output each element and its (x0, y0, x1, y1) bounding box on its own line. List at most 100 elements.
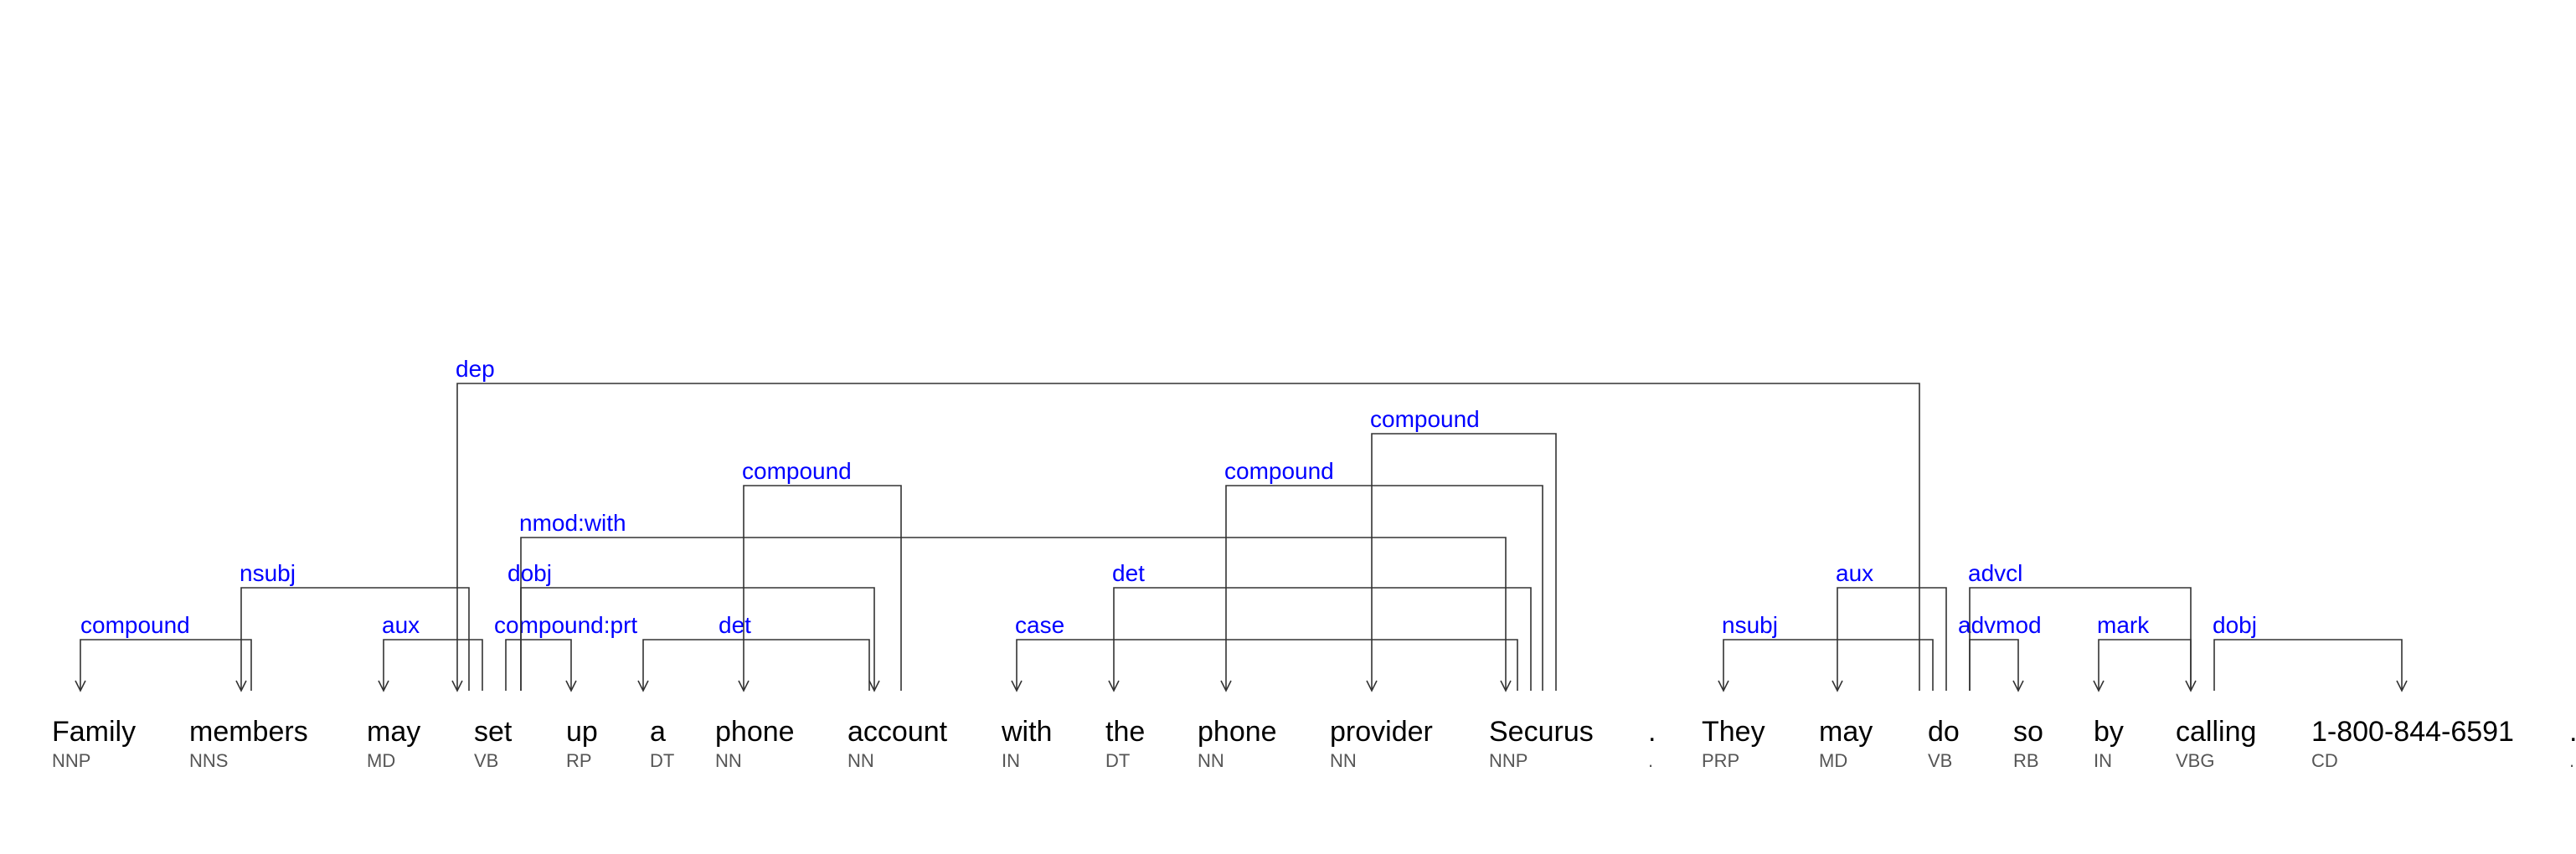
arrowhead-icon (1220, 680, 1232, 692)
arc-label: compound:prt (494, 612, 637, 638)
dependency-arc: aux (1832, 560, 1947, 692)
dependency-arc: compound (75, 612, 252, 692)
token-pos-tag: IN (2094, 750, 2112, 771)
arc-label: nmod:with (519, 510, 626, 536)
arc-line (505, 639, 572, 691)
dependency-arc: dep (451, 356, 1920, 692)
dependency-arc: advmod (1958, 612, 2042, 692)
arrowhead-icon (1500, 680, 1512, 692)
arc-label: dobj (507, 560, 552, 586)
arrowhead-icon (235, 680, 247, 692)
token-pos-tag: NN (715, 750, 742, 771)
token-pos-tag: DT (1105, 750, 1130, 771)
token-word: with (1001, 716, 1052, 748)
token-pos-tag: MD (1819, 750, 1847, 771)
token-word: up (566, 716, 598, 748)
arc-label: compound (742, 458, 852, 484)
token-pos-tag: MD (367, 750, 395, 771)
dependency-arc: compound (738, 458, 902, 692)
token-pos-tag: NNS (189, 750, 228, 771)
arc-line (1016, 639, 1518, 691)
token-pos-tag: . (2569, 750, 2574, 771)
dependency-arc: nmod:with (519, 510, 1512, 692)
token-word: Securus (1489, 716, 1594, 748)
arrowhead-icon (2093, 680, 2105, 692)
arrowhead-icon (868, 680, 880, 692)
arrowhead-icon (2396, 680, 2408, 692)
arc-label: det (719, 612, 751, 638)
dependency-arc: compound (1220, 458, 1543, 692)
arc-line (80, 639, 252, 691)
token-word: may (1819, 716, 1873, 748)
dependency-arc: mark (2093, 612, 2192, 692)
arc-label: dobj (2213, 612, 2257, 638)
arrowhead-icon (1832, 680, 1843, 692)
dependency-arc: case (1011, 612, 1518, 692)
dependency-arc: det (1108, 560, 1532, 692)
token-word: . (1648, 716, 1656, 748)
arrowhead-icon (637, 680, 649, 692)
arc-line (1371, 433, 1557, 691)
token-word: may (367, 716, 420, 748)
arrowhead-icon (1366, 680, 1378, 692)
arc-line (1969, 639, 2019, 691)
token-pos-tag: NN (1198, 750, 1224, 771)
arc-line (456, 383, 1920, 691)
token-word: do (1928, 716, 1960, 748)
arc-label: compound (1224, 458, 1334, 484)
token-pos-tag: . (1648, 750, 1653, 771)
dependency-arc: nsubj (235, 560, 470, 692)
token-word: so (2013, 716, 2043, 748)
token-pos-tag: PRP (1702, 750, 1739, 771)
token-word: phone (715, 716, 795, 748)
arc-label: det (1112, 560, 1145, 586)
arc-line (1113, 587, 1532, 691)
token-word: 1-800-844-6591 (2311, 716, 2514, 748)
arc-label: advcl (1968, 560, 2022, 586)
arc-line (2213, 639, 2403, 691)
token-word: members (189, 716, 308, 748)
arrowhead-icon (75, 680, 86, 692)
arc-label: case (1015, 612, 1064, 638)
token-word: a (650, 716, 666, 748)
arc-line (1837, 587, 1947, 691)
token-pos-tag: CD (2311, 750, 2338, 771)
arrowhead-icon (1108, 680, 1120, 692)
arc-line (1723, 639, 1934, 691)
token-word: They (1702, 716, 1765, 748)
dependency-arcs: compound nsubj aux compound:prt det compound d… (75, 356, 2408, 692)
dependency-arc: det (637, 612, 870, 692)
token-row: FamilyNNPmembersNNSmayMDsetVBupRPaDTphon… (52, 716, 2576, 771)
token-pos-tag: NNP (1489, 750, 1528, 771)
token-word: calling (2176, 716, 2256, 748)
dependency-arc: compound (1366, 406, 1557, 692)
token-word: provider (1330, 716, 1433, 748)
arrowhead-icon (2012, 680, 2024, 692)
arc-line (383, 639, 483, 691)
arc-label: mark (2097, 612, 2150, 638)
arc-line (2098, 639, 2192, 691)
arrowhead-icon (378, 680, 389, 692)
arc-label: dep (456, 356, 495, 382)
arrowhead-icon (451, 680, 463, 692)
token-pos-tag: IN (1002, 750, 1020, 771)
token-pos-tag: DT (650, 750, 674, 771)
dependency-arc: compound:prt (494, 612, 637, 692)
arc-line (520, 537, 1507, 691)
token-word: set (474, 716, 513, 748)
arrowhead-icon (1718, 680, 1729, 692)
token-word: account (848, 716, 948, 748)
token-pos-tag: VB (1928, 750, 1952, 771)
token-pos-tag: NNP (52, 750, 90, 771)
arc-label: compound (1370, 406, 1480, 432)
arc-label: aux (1836, 560, 1873, 586)
token-pos-tag: VBG (2176, 750, 2214, 771)
token-word: Family (52, 716, 136, 748)
arc-line (642, 639, 870, 691)
arrowhead-icon (738, 680, 750, 692)
arc-label: nsubj (1722, 612, 1778, 638)
token-word: the (1105, 716, 1145, 748)
arrowhead-icon (1011, 680, 1023, 692)
dependency-arc: dobj (2213, 612, 2408, 692)
